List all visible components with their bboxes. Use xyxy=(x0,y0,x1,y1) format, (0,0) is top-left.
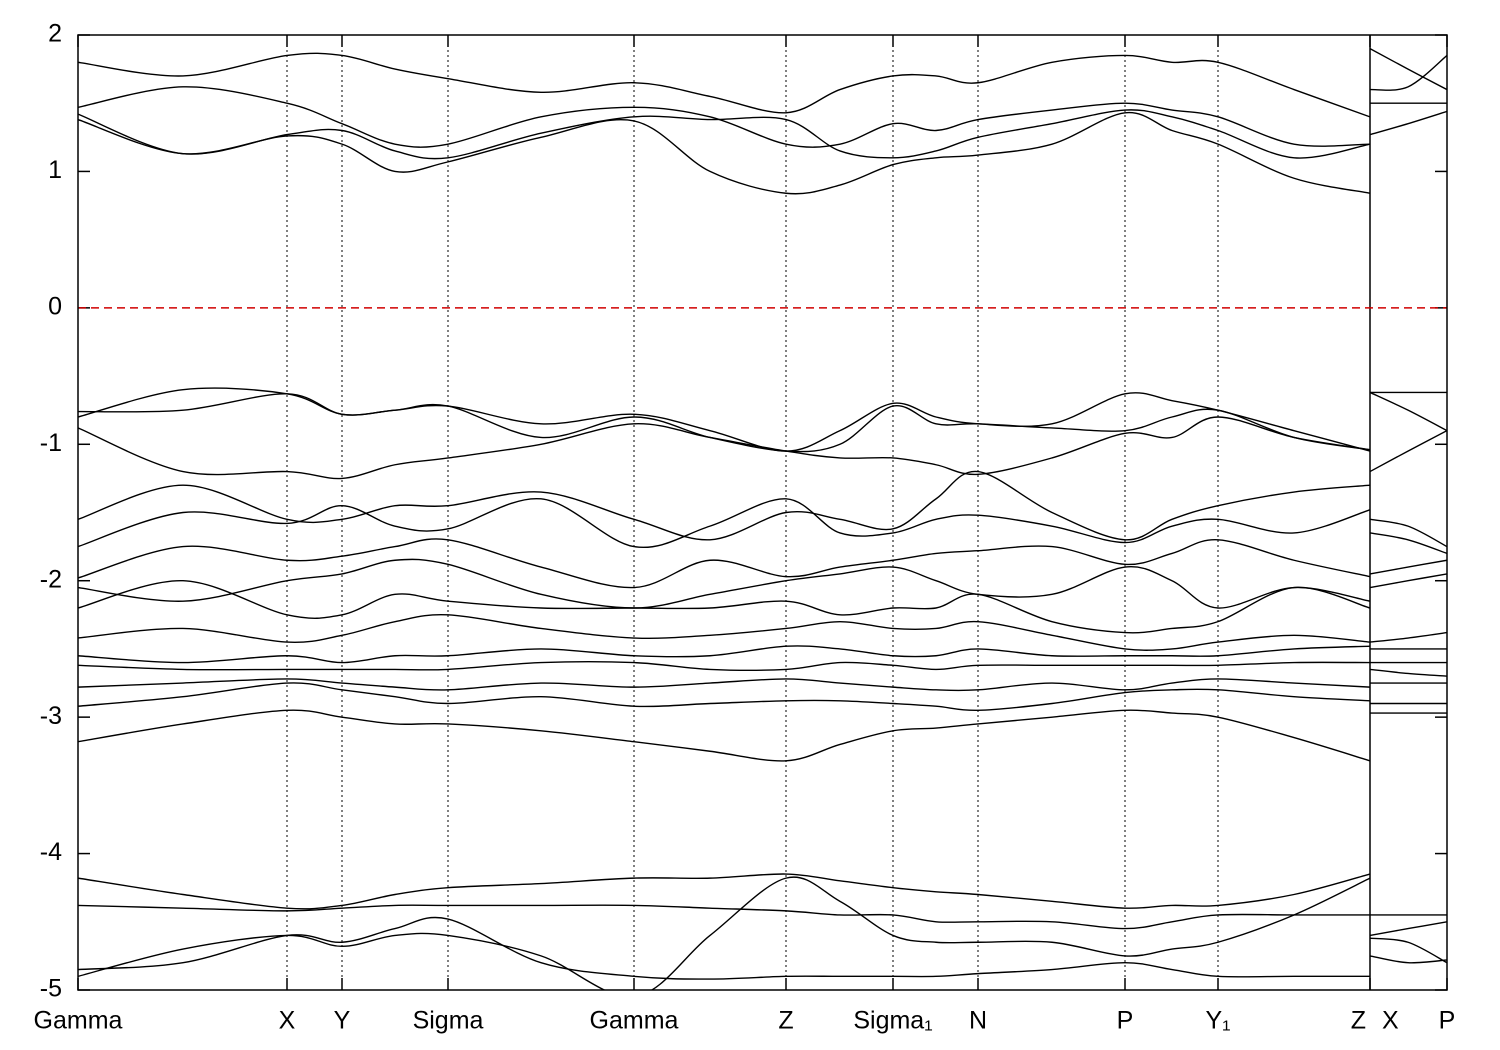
band xyxy=(78,682,1447,712)
y-tick-label: -1 xyxy=(40,429,62,457)
band xyxy=(78,110,1447,195)
x-tick-label: P xyxy=(1439,1007,1456,1035)
band xyxy=(78,876,1447,990)
y-tick-label: 1 xyxy=(48,156,62,184)
band xyxy=(78,48,1447,118)
band xyxy=(78,54,1447,148)
bands xyxy=(78,48,1447,990)
y-tick-label: 2 xyxy=(48,20,62,48)
y-tick-label: -4 xyxy=(40,838,62,866)
x-tick-label: Z xyxy=(1351,1007,1366,1035)
y-tick-label: 0 xyxy=(48,292,62,320)
x-tick-label: Sigma₁ xyxy=(853,1007,932,1035)
x-tick-label: P xyxy=(1117,1007,1134,1035)
x-tick-label: Gamma xyxy=(34,1007,123,1035)
band xyxy=(78,613,1447,651)
y-tick-label: -5 xyxy=(40,975,62,1003)
x-tick-label: Sigma xyxy=(413,1007,484,1035)
band xyxy=(78,873,1447,916)
band xyxy=(78,102,1447,160)
x-tick-label: Y xyxy=(334,1007,351,1035)
x-tick-label: X xyxy=(279,1007,296,1035)
x-tick-label: X xyxy=(1382,1007,1399,1035)
band xyxy=(78,709,1447,762)
y-tick-label: -3 xyxy=(40,702,62,730)
x-tick-label: Gamma xyxy=(590,1007,679,1035)
y-tick-label: -2 xyxy=(40,565,62,593)
band xyxy=(78,904,1447,937)
plot-frame xyxy=(77,34,1448,991)
band xyxy=(78,538,1447,589)
band xyxy=(78,558,1447,609)
band xyxy=(78,498,1447,555)
band xyxy=(78,678,1447,692)
band xyxy=(78,580,1447,643)
band xyxy=(78,470,1447,548)
x-tick-label: Y₁ xyxy=(1205,1007,1230,1035)
band xyxy=(78,661,1447,677)
band xyxy=(78,416,1447,480)
band xyxy=(78,645,1447,664)
x-tick-label: Z xyxy=(778,1007,793,1035)
x-tick-label: N xyxy=(969,1007,987,1035)
band xyxy=(78,916,1447,980)
